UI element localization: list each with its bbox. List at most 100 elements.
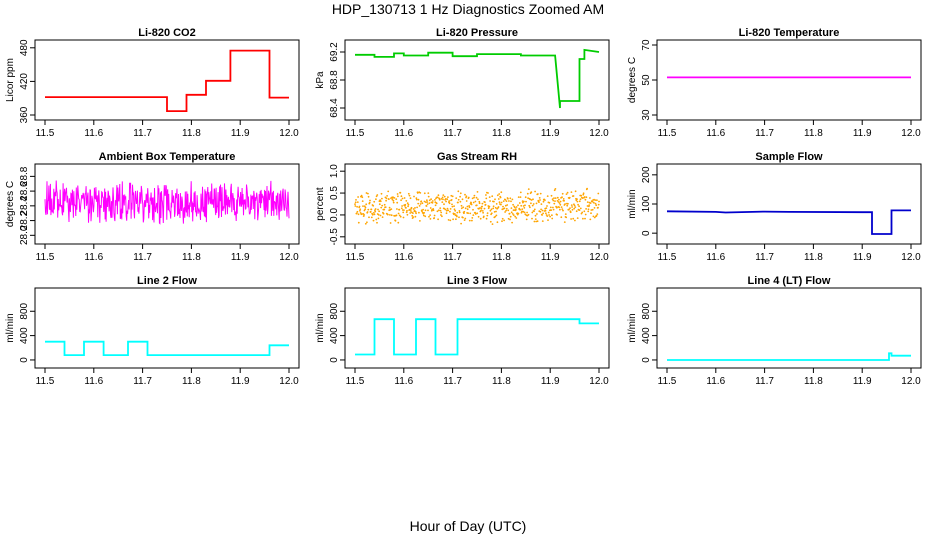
data-point [533,208,536,211]
data-point [460,204,463,207]
data-point [589,197,591,199]
data-point [394,219,397,222]
data-point [570,218,572,220]
data-point [368,216,370,219]
data-point [573,204,576,207]
panel-title: Li-820 CO2 [138,27,195,39]
x-tick-label: 11.8 [804,128,823,139]
x-tick-label: 11.7 [133,376,152,387]
data-point [481,210,484,212]
data-point [372,219,375,222]
data-point [371,213,374,216]
data-point [380,192,383,195]
y-tick-label: -0.5 [329,228,340,246]
data-point [497,198,500,200]
y-tick-label: 68.4 [329,98,340,118]
series-line [667,352,911,361]
data-point [449,219,452,222]
data-point [360,194,363,197]
data-point [557,201,560,203]
data-point [439,209,442,212]
data-point [541,220,544,223]
data-point [445,212,448,215]
y-axis-label: degrees C [5,181,16,227]
data-point [597,206,599,209]
data-point [508,200,510,202]
data-point [429,214,431,217]
data-point [460,207,463,210]
data-point [370,208,373,211]
data-point [510,207,513,210]
data-point [364,222,367,225]
data-point [474,211,476,214]
data-point [595,214,598,217]
data-point [419,192,422,194]
data-point [368,201,371,204]
data-point [451,205,454,208]
data-point [365,192,368,194]
data-point [472,214,475,217]
data-point [578,205,580,208]
data-point [445,200,447,203]
x-tick-label: 11.9 [541,252,560,263]
data-point [408,208,411,211]
y-tick-label: 68.8 [329,70,340,90]
data-point [401,197,404,200]
data-point [361,196,364,199]
data-point [383,203,386,206]
data-point [385,197,388,200]
data-point [414,207,416,209]
data-point [438,198,441,201]
data-point [532,203,535,205]
data-point [539,210,542,213]
panel-2: Li-820 Pressure 11.5 11.6 11.7 11.8 11.9 12.0 6… [315,27,610,139]
data-point [407,192,410,195]
y-axis-label: percent [315,187,326,221]
data-point [471,219,473,222]
data-point [475,204,478,207]
panel-title: Li-820 Pressure [436,27,518,39]
data-point [418,211,420,214]
data-point [427,192,430,195]
panel-6: Sample Flow 11.5 11.6 11.7 11.8 11.9 12.0 0 100 2… [627,151,922,263]
data-point [419,220,421,222]
data-point [576,200,579,203]
data-point [467,196,470,199]
data-point [519,196,522,199]
x-tick-label: 11.6 [84,376,103,387]
data-point [431,200,434,202]
panel-3: Li-820 Temperature 11.5 11.6 11.7 11.8 11.9 12… [627,27,922,139]
data-point [496,221,499,224]
data-point [533,210,535,213]
data-point [406,202,409,205]
data-point [366,221,368,224]
data-point [564,213,567,216]
data-point [405,207,407,209]
data-point [388,198,390,201]
data-point [443,203,445,206]
x-tick-label: 11.7 [443,376,462,387]
data-point [449,210,451,213]
data-point [534,218,537,221]
data-point [380,206,383,209]
data-point [585,196,588,199]
data-point [388,206,391,209]
series-points [354,187,600,226]
data-point [416,206,418,209]
data-point [377,208,379,211]
data-point [480,209,482,212]
data-point [405,200,408,202]
data-point [448,202,451,205]
x-tick-label: 11.5 [36,128,55,139]
data-point [544,199,546,202]
data-point [429,207,432,209]
data-point [461,198,464,201]
data-point [424,215,427,218]
data-point [409,212,412,214]
data-point [494,198,496,201]
data-point [576,217,579,220]
data-point [531,211,534,214]
data-point [504,198,507,201]
data-point [586,201,589,204]
